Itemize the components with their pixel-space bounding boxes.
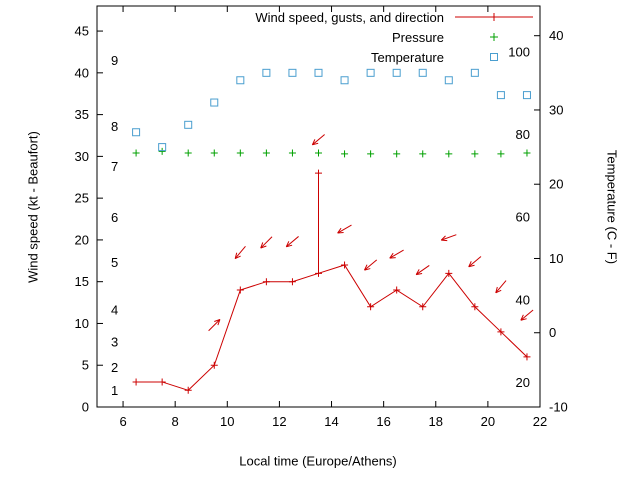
svg-text:35: 35 <box>75 107 89 122</box>
legend: Wind speed, gusts, and direction Pressur… <box>255 7 536 67</box>
right-axis-title: Temperature (C - F) <box>604 149 620 265</box>
svg-text:12: 12 <box>272 414 286 429</box>
legend-label-wind: Wind speed, gusts, and direction <box>255 9 444 25</box>
svg-text:18: 18 <box>429 414 443 429</box>
svg-text:40: 40 <box>516 293 530 308</box>
svg-text:5: 5 <box>111 255 118 270</box>
left-axis-title: Wind speed (kt - Beaufort) <box>25 131 41 283</box>
svg-text:0: 0 <box>82 400 89 415</box>
svg-text:40: 40 <box>75 65 89 80</box>
svg-text:5: 5 <box>82 358 89 373</box>
legend-entry-wind: Wind speed, gusts, and direction <box>255 7 536 27</box>
svg-text:20: 20 <box>516 375 530 390</box>
svg-text:6: 6 <box>111 210 118 225</box>
svg-text:10: 10 <box>549 251 563 266</box>
svg-text:6: 6 <box>119 414 126 429</box>
tick-labels: 6 8 10 12 14 16 18 20 22051015202530354045-10010… <box>75 24 568 429</box>
svg-text:8: 8 <box>111 119 118 134</box>
x-axis-title: Local time (Europe/Athens) <box>239 453 397 469</box>
svg-text:3: 3 <box>111 334 118 349</box>
legend-entry-temperature: Temperature <box>255 47 536 67</box>
svg-text:10: 10 <box>220 414 234 429</box>
wind-gust-spikes <box>315 169 322 274</box>
svg-text:25: 25 <box>75 191 89 206</box>
svg-text:9: 9 <box>111 53 118 68</box>
svg-text:20: 20 <box>481 414 495 429</box>
svg-text:20: 20 <box>75 232 89 247</box>
temperature-series <box>132 68 531 152</box>
svg-text:0: 0 <box>549 325 556 340</box>
svg-text:16: 16 <box>376 414 390 429</box>
svg-text:60: 60 <box>516 209 530 224</box>
svg-text:7: 7 <box>111 159 118 174</box>
svg-text:30: 30 <box>549 102 563 117</box>
pressure-series <box>132 147 531 158</box>
legend-label-pressure: Pressure <box>391 29 444 45</box>
svg-text:40: 40 <box>549 28 563 43</box>
svg-text:8: 8 <box>172 414 179 429</box>
fahrenheit-scale-labels: 20 40 60 80 100 <box>508 45 530 390</box>
legend-entry-pressure: Pressure <box>255 27 536 47</box>
axis-ticks <box>97 6 541 408</box>
beaufort-scale-labels: 1 2 3 4 5 6 7 8 9 <box>111 53 118 398</box>
plot-frame <box>96 5 541 408</box>
svg-text:4: 4 <box>111 303 118 318</box>
svg-text:2: 2 <box>111 360 118 375</box>
svg-text:30: 30 <box>75 149 89 164</box>
legend-sample-temperature-square-icon <box>452 47 536 67</box>
legend-sample-wind-line-plus-icon <box>452 7 536 27</box>
svg-text:-10: -10 <box>549 400 568 415</box>
svg-text:80: 80 <box>516 127 530 142</box>
svg-text:15: 15 <box>75 274 89 289</box>
svg-text:14: 14 <box>324 414 338 429</box>
svg-text:100: 100 <box>508 45 530 60</box>
svg-text:45: 45 <box>75 24 89 39</box>
legend-sample-pressure-plus-icon <box>452 27 536 47</box>
wind-direction-arrows <box>208 134 534 332</box>
svg-text:20: 20 <box>549 177 563 192</box>
wind-speed-series <box>132 261 531 394</box>
svg-text:1: 1 <box>111 383 118 398</box>
svg-text:22: 22 <box>533 414 547 429</box>
legend-label-temperature: Temperature <box>371 49 444 65</box>
svg-text:10: 10 <box>75 316 89 331</box>
